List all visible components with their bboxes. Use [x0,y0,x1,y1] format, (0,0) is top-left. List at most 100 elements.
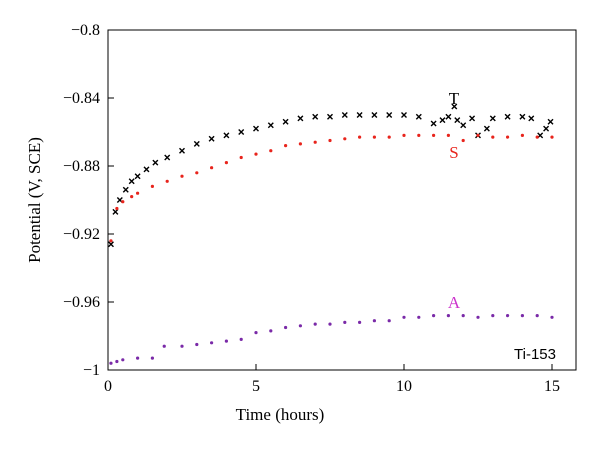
x-tick-label: 0 [104,378,112,395]
data-point [535,314,539,318]
data-point [432,133,436,137]
data-point [136,356,140,360]
data-point [356,112,363,118]
data-point [402,315,406,319]
data-point [224,161,228,165]
data-point [195,342,199,347]
data-point [446,314,450,318]
data-point [417,315,421,319]
data-point [162,344,166,348]
y-tick-label: −0.8 [71,22,100,39]
x-tick-label: 5 [252,378,260,395]
data-point [115,359,119,364]
y-tick-label: −0.92 [63,226,100,243]
data-point [401,112,407,118]
data-point [372,135,376,139]
data-point [313,322,317,326]
x-tick-label: 15 [544,378,560,395]
data-point [130,195,134,199]
data-point [491,135,495,139]
data-point [136,191,140,195]
y-axis-label: Potential (V, SCE) [25,137,44,263]
data-point [284,144,288,148]
data-point [535,135,539,139]
data-point [128,178,135,185]
data-point [254,152,258,156]
data-point [179,147,185,154]
data-point [454,117,461,124]
data-point [143,166,150,173]
data-point [210,166,214,170]
data-point [122,186,129,193]
data-point [298,324,302,328]
data-point [417,133,421,137]
data-point [298,142,302,146]
data-point [504,113,511,120]
data-point [491,314,495,318]
data-point [476,315,480,319]
data-point [223,132,230,139]
data-point [134,173,141,180]
data-point [343,137,347,141]
data-point [550,315,554,319]
y-tick-label: −1 [83,362,100,379]
data-point [415,113,422,120]
y-tick-label: −0.88 [63,158,100,175]
data-point [150,356,154,360]
data-point [432,314,436,318]
x-axis-label: Time (hours) [236,405,325,424]
series-a [109,314,554,365]
data-point [210,341,214,345]
data-point [121,200,125,204]
data-point [313,140,317,144]
data-point [112,208,119,215]
data-point [506,135,510,139]
data-point [543,125,550,132]
plot-frame [107,29,577,371]
data-point [109,361,113,365]
data-point [489,115,496,122]
data-point [519,113,526,120]
data-point [483,125,490,132]
data-point [269,149,273,153]
data-point [121,358,125,362]
series-label-s: S [449,143,458,162]
data-point [327,113,333,120]
data-point [461,314,465,318]
data-point [451,103,458,110]
series-label-t: T [449,89,460,108]
data-point [239,155,243,160]
data-point [208,135,215,142]
data-point [253,125,259,132]
data-point [284,325,288,330]
data-point [224,339,228,343]
data-point [165,179,169,183]
data-point [267,122,274,129]
data-point [312,113,319,120]
data-point [476,133,480,137]
data-point [550,135,554,139]
data-point [387,135,391,139]
y-tick-label: −0.96 [63,294,100,311]
data-point [328,138,332,143]
data-point [180,344,184,348]
data-point [528,115,535,122]
data-point [358,135,362,139]
data-point [460,122,467,129]
data-point [358,320,362,324]
y-axis-ticks: −1 −0.96 −0.92 −0.88 −0.84 −0.8 [63,22,114,379]
y-tick-label: −0.84 [63,90,100,107]
data-point [152,159,159,166]
data-point [150,184,154,188]
series-t [107,103,554,248]
data-point [371,112,378,118]
data-point [430,120,437,127]
data-point [446,133,450,137]
data-point [520,314,525,318]
data-point [461,138,465,143]
data-point [328,322,332,326]
data-point [547,118,554,125]
data-point [254,331,258,335]
data-point [107,241,114,248]
x-axis-ticks: 0 5 10 15 [104,364,560,395]
